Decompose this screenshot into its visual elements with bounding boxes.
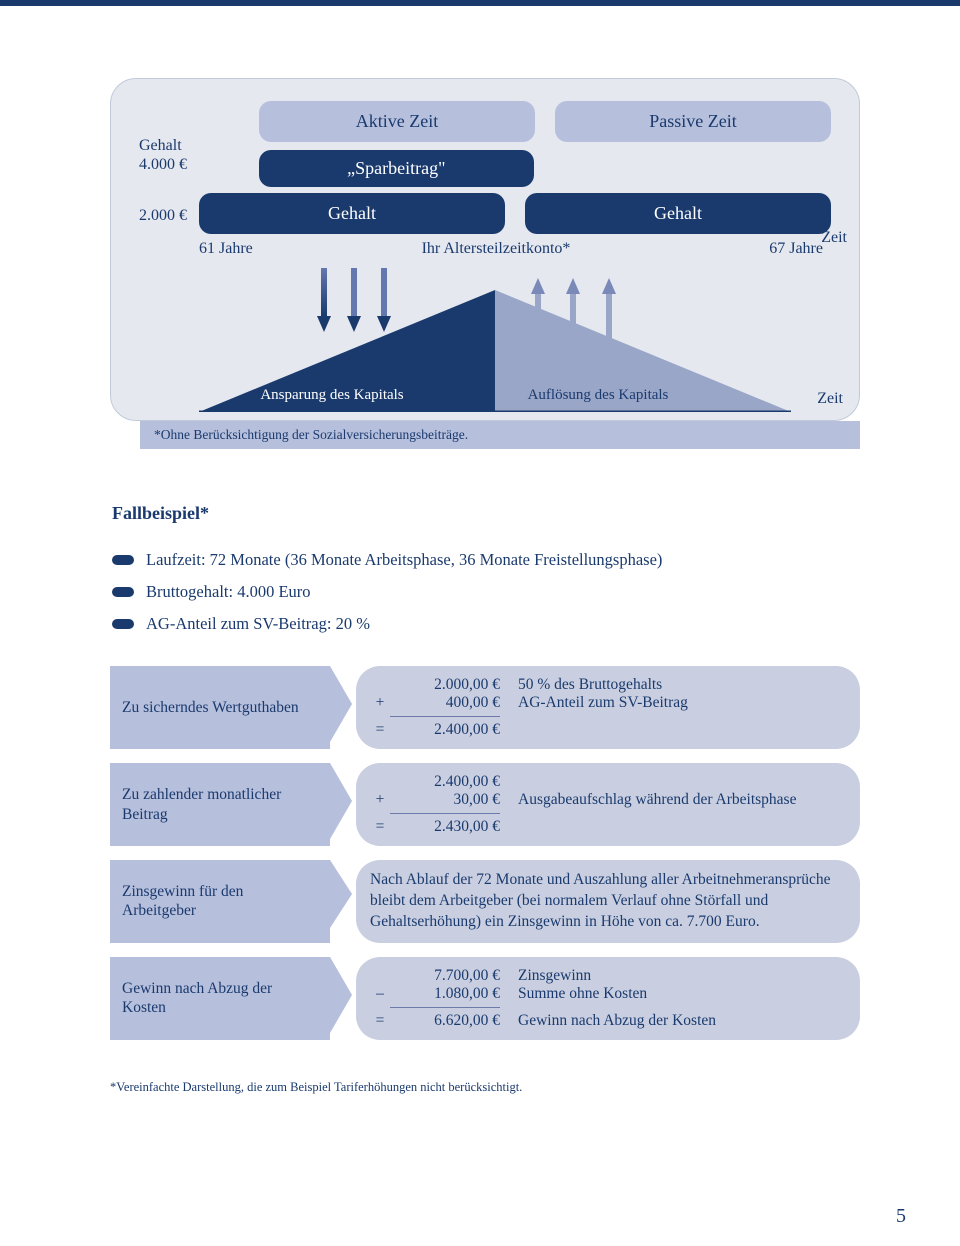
- up-arrow-icon: [602, 278, 616, 342]
- phase-aufloesung: Auflösung des Kapitals: [465, 387, 731, 404]
- diagram-footnote: *Ohne Berücksichtigung der Sozialversich…: [140, 421, 860, 449]
- bullet-row: Bruttogehalt: 4.000 Euro: [112, 582, 860, 602]
- r1-l3-num: 2.400,00 €: [390, 721, 500, 739]
- r1-l1-num: 2.000,00 €: [390, 676, 500, 694]
- calc-row-3: Zinsgewinn für den Arbeitgeber Nach Abla…: [110, 860, 860, 943]
- calc-row-4: Gewinn nach Abzug der Kosten 7.700,00 € Z…: [110, 957, 860, 1040]
- pill-passive-zeit: Passive Zeit: [555, 101, 831, 142]
- ylabel1-line2: 4.000 €: [139, 156, 187, 173]
- divider: [390, 1007, 500, 1008]
- pill-aktive-zeit: Aktive Zeit: [259, 101, 535, 142]
- down-arrow-icon: [317, 268, 331, 332]
- phase-ansparung: Ansparung des Kapitals: [199, 387, 465, 404]
- r4-l2-desc: Summe ohne Kosten: [518, 985, 647, 1003]
- page-footnote: *Vereinfachte Darstellung, die zum Beisp…: [110, 1080, 860, 1095]
- up-arrow-icon: [566, 278, 580, 342]
- bullet-text-2: Bruttogehalt: 4.000 Euro: [146, 582, 311, 602]
- r4-l3-num: 6.620,00 €: [390, 1012, 500, 1030]
- calc-box-4: 7.700,00 € Zinsgewinn –1.080,00 € Summe oh…: [356, 957, 860, 1040]
- calc-box-1: 2.000,00 € 50 % des Bruttogehalts +400,00…: [356, 666, 860, 749]
- bullet-icon: [112, 555, 134, 565]
- tag-zinsgewinn: Zinsgewinn für den Arbeitgeber: [110, 860, 330, 943]
- tag-beitrag: Zu zahlender monatlicher Beitrag: [110, 763, 330, 846]
- x-right: 67 Jahre: [769, 240, 823, 258]
- r2-l2-op: +: [370, 791, 390, 809]
- bullet-row: AG-Anteil zum SV-Beitrag: 20 %: [112, 614, 860, 634]
- fallbeispiel-section: Fallbeispiel* Laufzeit: 72 Monate (36 Mo…: [112, 503, 860, 634]
- r1-l2-num: 400,00 €: [390, 694, 500, 712]
- bullet-text-3: AG-Anteil zum SV-Beitrag: 20 %: [146, 614, 370, 634]
- r4-l3-op: =: [370, 1012, 390, 1030]
- r2-l2-desc: Ausgabeaufschlag während der Arbeitsphas…: [518, 791, 796, 809]
- r2-l3-num: 2.430,00 €: [390, 818, 500, 836]
- y-label-bottom: 2.000 €: [139, 207, 187, 225]
- page-content: Gehalt 4.000 € Aktive Zeit Passive Zeit …: [0, 6, 960, 1095]
- fallbeispiel-title: Fallbeispiel*: [112, 503, 860, 524]
- bullet-text-1: Laufzeit: 72 Monate (36 Monate Arbeitsph…: [146, 550, 662, 570]
- r4-l1-desc: Zinsgewinn: [518, 967, 591, 985]
- calc-box-2: 2.400,00 € +30,00 € Ausgabeaufschlag währ…: [356, 763, 860, 846]
- zeit-label-bottom: Zeit: [817, 390, 843, 408]
- axis-row: 61 Jahre Ihr Altersteilzeitkonto* 67 Jah…: [199, 240, 823, 258]
- r2-l1-num: 2.400,00 €: [390, 773, 500, 791]
- bullet-row: Laufzeit: 72 Monate (36 Monate Arbeitsph…: [112, 550, 860, 570]
- triangle-area: Ansparung des Kapitals Auflösung des Kap…: [199, 272, 791, 412]
- up-arrow-icon: [531, 278, 545, 342]
- calc-box-3: Nach Ablauf der 72 Monate und Auszahlung…: [356, 860, 860, 943]
- r1-l2-desc: AG-Anteil zum SV-Beitrag: [518, 694, 688, 712]
- r4-l2-num: 1.080,00 €: [390, 985, 500, 1003]
- down-arrow-icon: [377, 268, 391, 332]
- pill-gehalt-left: Gehalt: [199, 193, 505, 234]
- divider: [390, 716, 500, 717]
- pill-gehalt-right: Gehalt: [525, 193, 831, 234]
- x-left: 61 Jahre: [199, 240, 253, 258]
- bullet-icon: [112, 619, 134, 629]
- tag-gewinn: Gewinn nach Abzug der Kosten: [110, 957, 330, 1040]
- r1-l2-op: +: [370, 694, 390, 712]
- zeit-label-top: Zeit: [821, 229, 847, 247]
- divider: [390, 813, 500, 814]
- page-number: 5: [896, 1205, 906, 1228]
- r4-l1-num: 7.700,00 €: [390, 967, 500, 985]
- r1-l3-op: =: [370, 721, 390, 739]
- down-arrow-icon: [347, 268, 361, 332]
- calculation-grid: Zu sicherndes Wertguthaben 2.000,00 € 50 …: [110, 666, 860, 1040]
- x-mid: Ihr Altersteilzeitkonto*: [422, 240, 571, 258]
- pill-sparbeitrag: „Sparbeitrag": [259, 150, 534, 187]
- tag-wertguthaben: Zu sicherndes Wertguthaben: [110, 666, 330, 749]
- r4-l2-op: –: [370, 985, 390, 1003]
- r1-l1-desc: 50 % des Bruttogehalts: [518, 676, 662, 694]
- diagram-card: Gehalt 4.000 € Aktive Zeit Passive Zeit …: [110, 78, 860, 421]
- calc-row-2: Zu zahlender monatlicher Beitrag 2.400,0…: [110, 763, 860, 846]
- r4-l3-desc: Gewinn nach Abzug der Kosten: [518, 1012, 716, 1030]
- bullet-icon: [112, 587, 134, 597]
- r2-l3-op: =: [370, 818, 390, 836]
- r2-l2-num: 30,00 €: [390, 791, 500, 809]
- calc-row-1: Zu sicherndes Wertguthaben 2.000,00 € 50 …: [110, 666, 860, 749]
- y-label-top: Gehalt 4.000 €: [139, 120, 199, 174]
- ylabel1-line1: Gehalt: [139, 137, 182, 154]
